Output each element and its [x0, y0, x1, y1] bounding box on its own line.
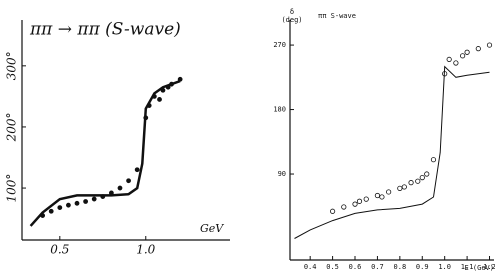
data-point	[386, 189, 392, 195]
data-point	[401, 184, 407, 190]
data-point	[374, 192, 381, 199]
data-point	[177, 76, 183, 82]
x-tick-label: 0.9	[416, 263, 429, 271]
x-tick-label: 0.4	[304, 263, 317, 271]
data-point	[486, 42, 493, 48]
data-point	[117, 185, 123, 191]
data-point	[48, 208, 54, 214]
x-tick-label: 0.5	[50, 243, 69, 257]
data-point	[356, 198, 363, 204]
y-tick-label: 300°	[5, 51, 19, 80]
data-point	[460, 53, 466, 59]
data-point	[91, 196, 97, 202]
data-point	[74, 200, 80, 206]
data-point	[442, 71, 448, 77]
x-tick-label: 0.6	[349, 263, 362, 271]
x-tick-label: 1.0	[136, 243, 155, 257]
chart-title: ππ → ππ (S-wave)	[29, 20, 181, 40]
data-point	[379, 194, 385, 200]
data-point	[40, 213, 46, 218]
y-tick-label: 90	[278, 170, 286, 178]
data-point	[430, 157, 437, 163]
data-point	[424, 171, 430, 177]
data-point	[415, 178, 421, 184]
data-point	[408, 180, 414, 186]
data-point	[126, 178, 131, 184]
data-point	[100, 194, 106, 200]
data-point	[446, 56, 452, 63]
x-axis-label: E (GeV)	[464, 264, 494, 272]
y-axis-label: δ (deg)	[281, 8, 302, 24]
data-point	[419, 175, 425, 181]
data-point	[66, 202, 71, 208]
data-point	[169, 81, 174, 87]
data-point	[108, 190, 114, 196]
data-point	[165, 84, 171, 90]
data-point	[352, 201, 358, 207]
plot: 100° 200° 300° 0.5 1.0 ππ → ππ (S-wave) GeV	[5, 20, 230, 257]
x-tick-label: 1.0	[438, 263, 451, 271]
plot: 90 180 270 0.4 0.5 0.6 0.7 0.8 0.9 1.0 1.1 1.2 ππ S-…	[273, 8, 495, 272]
x-tick-label: 1.1	[461, 263, 474, 271]
data-point	[397, 185, 403, 191]
x-tick-label: 0.5	[326, 263, 339, 271]
data-point	[464, 49, 470, 55]
data-point	[134, 167, 140, 173]
x-axis-label: GeV	[200, 222, 224, 235]
data-point	[329, 208, 336, 214]
data-point	[83, 199, 89, 204]
curve	[294, 65, 490, 239]
data-point	[57, 205, 63, 211]
x-tick-label: 0.8	[394, 263, 407, 271]
data-point	[151, 93, 157, 99]
y-tick-label: 200°	[5, 112, 19, 142]
data-point	[146, 103, 152, 108]
data-point	[363, 196, 369, 202]
data-point	[341, 204, 347, 210]
data-point	[143, 115, 149, 121]
data-point	[160, 87, 166, 93]
x-tick-label: 1.2	[483, 263, 495, 271]
y-tick-label: 100°	[5, 174, 19, 203]
curve	[29, 79, 181, 227]
data-point	[157, 97, 162, 102]
y-tick-label: 180	[273, 106, 286, 114]
chart-title: ππ S-wave	[318, 12, 356, 20]
x-tick-label: 0.7	[371, 263, 384, 271]
data-point	[453, 60, 459, 66]
y-tick-label: 270	[273, 41, 286, 49]
data-point	[475, 46, 481, 52]
